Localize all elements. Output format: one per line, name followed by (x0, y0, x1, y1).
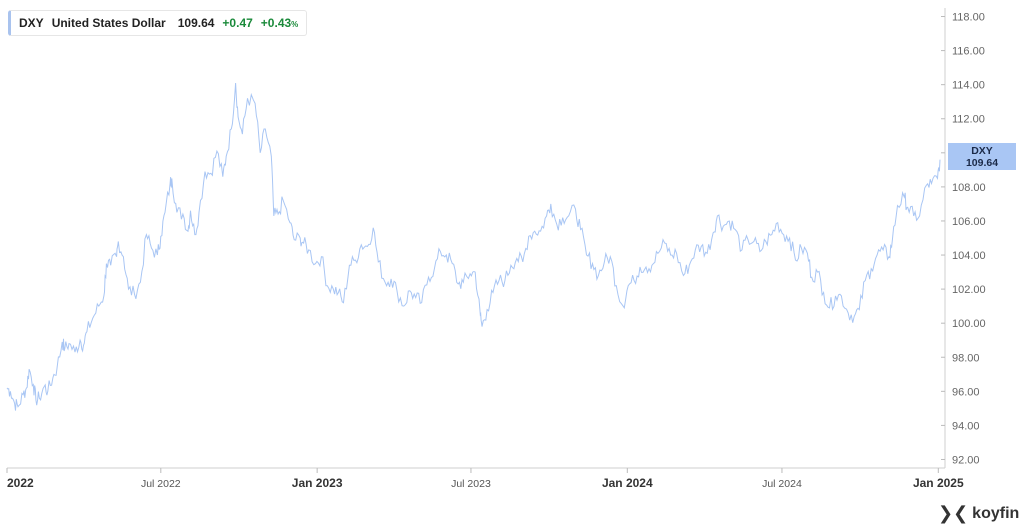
x-tick-label: Jul 2022 (141, 478, 181, 490)
y-tick-label: 94.00 (952, 420, 980, 432)
y-tick-label: 116.00 (952, 46, 985, 58)
legend: DXY United States Dollar 109.64 +0.47 +0… (8, 10, 308, 36)
x-tick-label: 2022 (7, 476, 34, 490)
x-tick-label: Jan 2025 (913, 476, 964, 490)
y-tick-label: 114.00 (952, 80, 985, 92)
x-tick-label: Jan 2023 (292, 476, 343, 490)
legend-change-pct: +0.43% (260, 16, 299, 30)
y-tick-label: 106.00 (952, 216, 986, 228)
y-tick-label: 96.00 (952, 386, 980, 398)
legend-change: +0.47 (222, 16, 253, 30)
x-tick-label: Jan 2024 (602, 476, 653, 490)
y-tick-label: 108.00 (952, 182, 986, 194)
koyfin-logo-icon: ❯❮ (938, 503, 969, 523)
y-tick-label: 104.00 (952, 250, 986, 262)
y-axis: 92.00 94.00 96.00 98.00 100.00 102.00 104.00 10… (941, 8, 986, 468)
last-price-tag: DXY 109.64 (948, 143, 1016, 170)
y-tick-label: 112.00 (952, 114, 985, 126)
x-tick-label: Jul 2024 (762, 478, 802, 490)
koyfin-logo: ❯❮ koyfin (938, 503, 1019, 524)
price-tag-value: 109.64 (965, 157, 999, 169)
series-line-dxy (6, 82, 941, 411)
legend-symbol: DXY (19, 16, 44, 30)
x-axis: 2022 Jul 2022 Jan 2023 Jul 2023 Jan 2024 Jul … (6, 467, 964, 490)
y-tick-label: 100.00 (952, 318, 986, 330)
legend-last-value: 109.64 (177, 16, 215, 30)
price-tag-symbol: DXY (971, 145, 993, 157)
y-tick-label: 102.00 (952, 284, 986, 296)
y-tick-label: 118.00 (952, 12, 985, 24)
x-tick-label: Jul 2023 (451, 478, 491, 490)
y-tick-label: 92.00 (952, 454, 980, 466)
y-tick-label: 98.00 (952, 352, 980, 364)
legend-name: United States Dollar (51, 16, 166, 30)
koyfin-logo-text: koyfin (972, 504, 1020, 522)
